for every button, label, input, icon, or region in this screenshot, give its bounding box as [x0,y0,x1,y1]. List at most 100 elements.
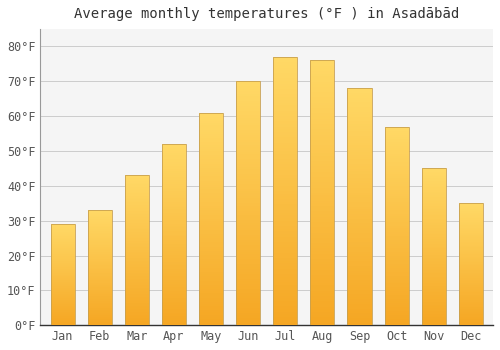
Bar [124,318,149,319]
Bar [273,306,297,309]
Bar [348,105,372,107]
Bar [422,302,446,303]
Bar [124,246,149,247]
Bar [348,238,372,240]
Bar [88,268,112,269]
Bar [236,133,260,135]
Bar [50,252,74,253]
Bar [348,128,372,131]
Bar [199,321,223,323]
Bar [310,116,334,119]
Bar [458,304,483,306]
Bar [348,124,372,126]
Bar [458,248,483,250]
Bar [199,132,223,134]
Bar [310,105,334,108]
Bar [310,180,334,182]
Bar [236,159,260,162]
Bar [162,171,186,173]
Bar [236,130,260,133]
Bar [348,145,372,147]
Bar [348,290,372,292]
Bar [162,311,186,313]
Bar [199,230,223,232]
Bar [236,103,260,106]
Bar [273,178,297,180]
Bar [162,209,186,211]
Bar [458,275,483,276]
Bar [273,256,297,258]
Bar [384,194,408,196]
Bar [88,304,112,306]
Bar [422,228,446,230]
Bar [458,295,483,296]
Bar [422,208,446,209]
Bar [384,293,408,295]
Bar [273,172,297,175]
Bar [458,312,483,313]
Bar [273,68,297,70]
Bar [50,307,74,308]
Bar [384,174,408,176]
Bar [458,285,483,286]
Bar [124,208,149,210]
Bar [348,309,372,311]
Bar [273,277,297,280]
Bar [348,133,372,136]
Bar [199,281,223,283]
Bar [384,284,408,286]
Bar [384,127,408,128]
Bar [310,100,334,103]
Bar [124,211,149,213]
Bar [162,278,186,280]
Bar [384,170,408,172]
Bar [50,231,74,232]
Bar [88,276,112,277]
Bar [199,142,223,145]
Bar [236,294,260,296]
Bar [273,212,297,215]
Bar [348,204,372,207]
Bar [348,188,372,190]
Bar [88,318,112,320]
Bar [348,199,372,202]
Bar [273,285,297,288]
Bar [236,169,260,171]
Bar [162,205,186,208]
Bar [422,300,446,302]
Bar [384,292,408,293]
Bar [422,203,446,204]
Bar [348,98,372,100]
Bar [348,311,372,313]
Bar [236,269,260,272]
Bar [88,270,112,271]
Bar [162,260,186,262]
Bar [124,210,149,211]
Bar [236,208,260,211]
Bar [348,88,372,91]
Bar [348,271,372,273]
Bar [124,264,149,265]
Bar [124,300,149,301]
Bar [348,190,372,192]
Bar [236,291,260,294]
Bar [310,267,334,270]
Bar [310,251,334,254]
Bar [162,231,186,233]
Bar [88,298,112,299]
Bar [348,176,372,178]
Bar [273,62,297,65]
Bar [50,250,74,251]
Bar [236,84,260,86]
Bar [88,239,112,240]
Bar [348,304,372,306]
Bar [310,278,334,280]
Bar [310,137,334,140]
Bar [310,174,334,177]
Bar [236,308,260,310]
Bar [199,249,223,251]
Bar [348,143,372,145]
Bar [384,150,408,152]
Bar [162,160,186,162]
Bar [348,169,372,171]
